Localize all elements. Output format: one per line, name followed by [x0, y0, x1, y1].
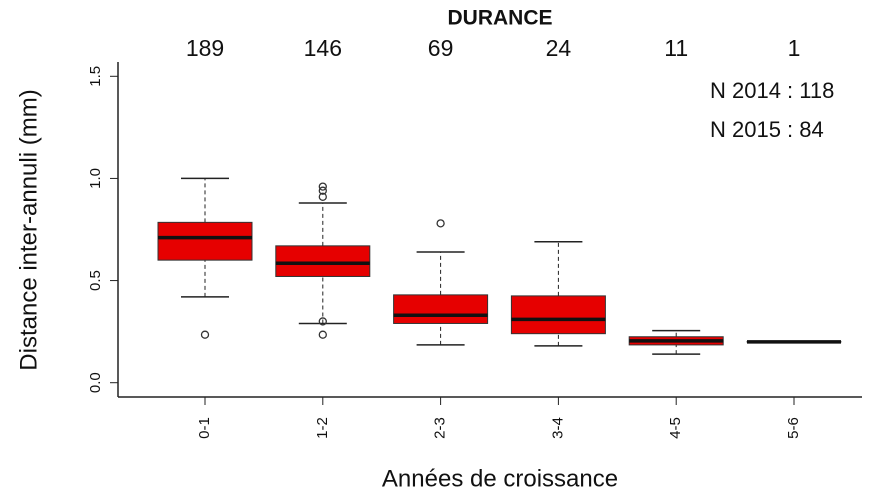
outlier: [318, 182, 327, 191]
x-tick-label: 0-1: [196, 417, 213, 439]
x-tick-label: 1-2: [314, 417, 331, 439]
x-tick-label: 4-5: [667, 417, 684, 439]
y-tick-label: 0.5: [87, 270, 104, 291]
outlier: [200, 330, 210, 339]
x-tick-label: 5-6: [785, 417, 802, 439]
count-label: 24: [546, 35, 572, 61]
x-axis-label: Années de croissance: [382, 465, 618, 492]
y-tick-label: 0.0: [87, 372, 104, 393]
count-label: 69: [428, 35, 454, 61]
count-label: 11: [664, 35, 688, 61]
x-tick-label: 2-3: [432, 417, 449, 439]
box: [510, 295, 606, 335]
annotation: N 2014 : 118: [710, 78, 834, 103]
box: [157, 221, 253, 261]
outlier: [318, 186, 327, 195]
x-tick-label: 3-4: [549, 417, 566, 439]
outlier: [318, 192, 327, 201]
box: [275, 245, 371, 277]
annotation: N 2015 : 84: [710, 117, 824, 142]
y-tick-label: 1.5: [87, 66, 104, 87]
count-label: 189: [186, 35, 224, 61]
chart-title: DURANCE: [448, 7, 553, 30]
count-label: 146: [304, 35, 342, 61]
outlier: [318, 330, 327, 339]
outlier: [318, 317, 327, 326]
count-label: 1: [788, 35, 801, 61]
outlier: [436, 219, 445, 228]
box: [393, 294, 489, 324]
y-tick-label: 1.0: [87, 168, 104, 189]
y-axis-label: Distance inter-annuli (mm): [15, 89, 42, 370]
